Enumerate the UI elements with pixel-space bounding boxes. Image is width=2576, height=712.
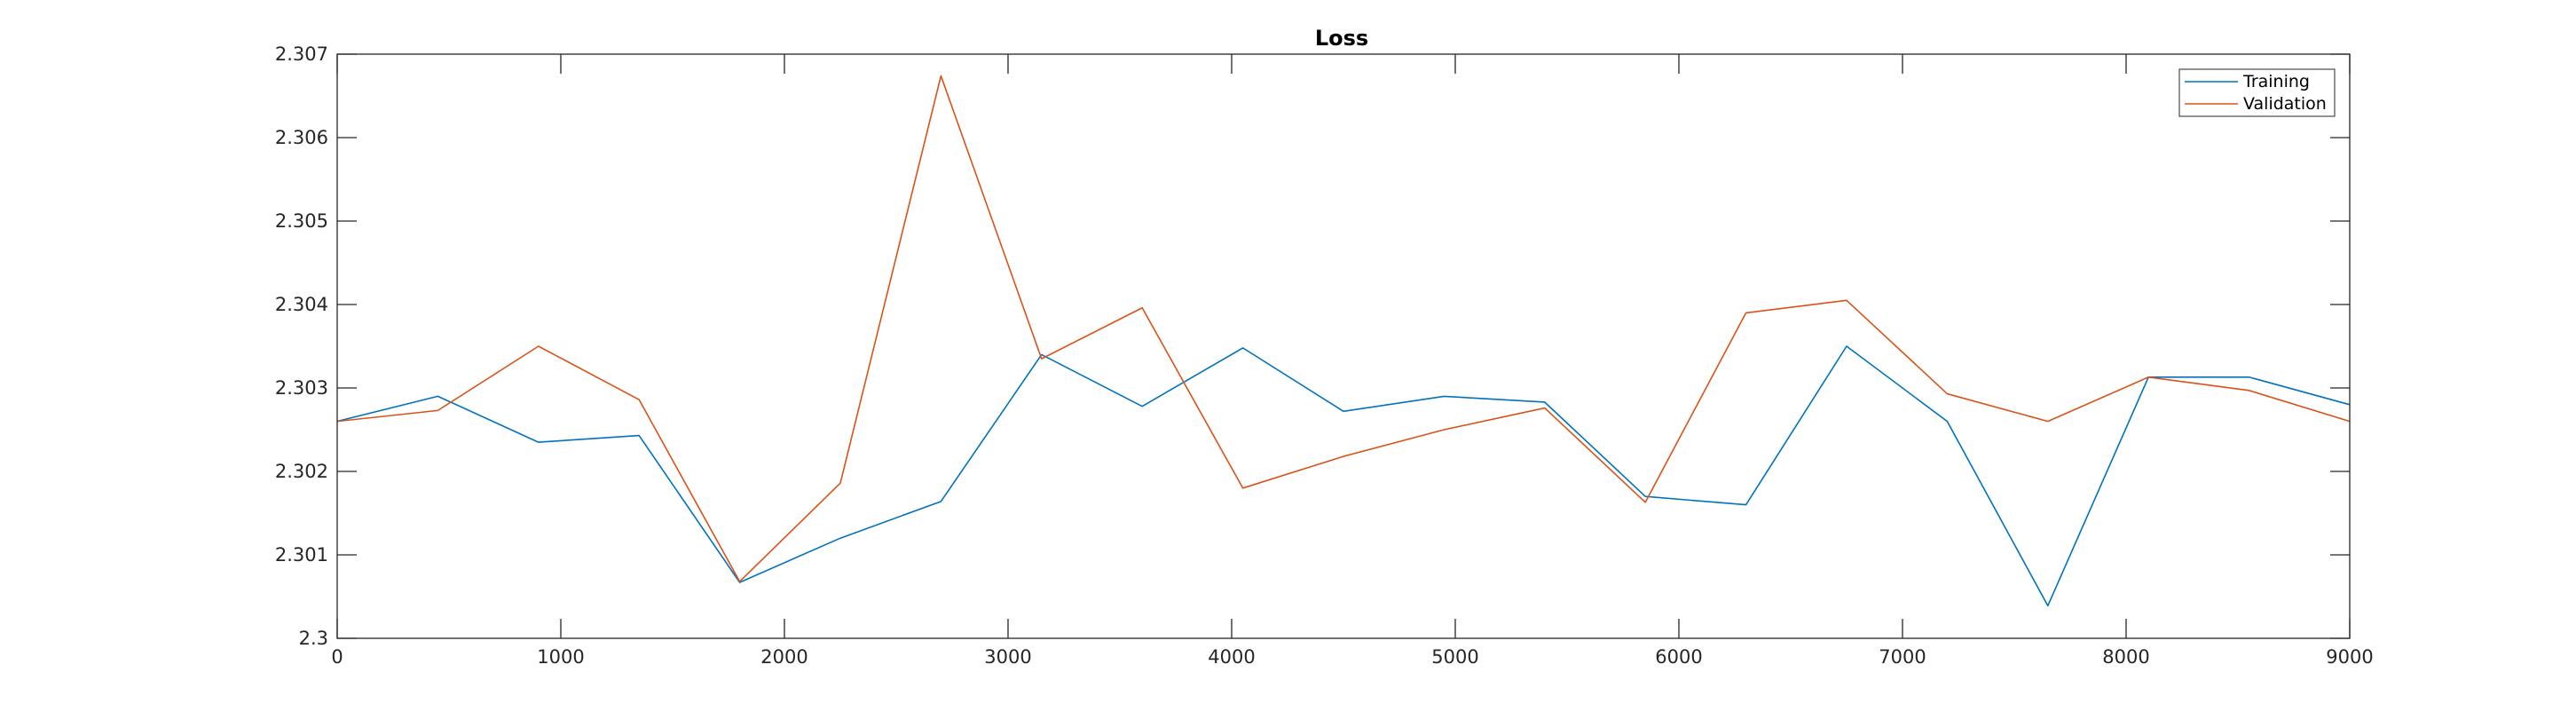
y-tick-label: 2.303 xyxy=(275,377,328,399)
x-tick-label: 3000 xyxy=(984,646,1031,668)
y-tick-label: 2.302 xyxy=(275,461,328,482)
legend-label-validation: Validation xyxy=(2243,94,2327,114)
x-tick-label: 4000 xyxy=(1208,646,1255,668)
legend-box xyxy=(2178,68,2336,117)
x-tick-label: 8000 xyxy=(2102,646,2149,668)
x-tick-label: 9000 xyxy=(2326,646,2373,668)
y-tick-label: 2.301 xyxy=(275,544,328,566)
x-tick-label: 6000 xyxy=(1655,646,1702,668)
axes-box xyxy=(336,53,2351,639)
chart-title: Loss xyxy=(1315,26,1368,51)
x-tick-label: 2000 xyxy=(760,646,807,668)
x-tick-label: 1000 xyxy=(537,646,584,668)
legend-label-training: Training xyxy=(2242,72,2310,91)
y-tick-label: 2.305 xyxy=(275,210,328,232)
x-tick-label: 5000 xyxy=(1431,646,1478,668)
tick-layer: 0 1000 2000 3000 4000 5000 6000 7000 8000 9000 2.3… xyxy=(275,44,2374,668)
y-tick-label: 2.304 xyxy=(275,294,328,315)
series-line-training xyxy=(336,345,2351,607)
y-tick-label: 2.307 xyxy=(275,44,328,65)
y-tick-label: 2.3 xyxy=(299,628,328,649)
y-tick-label: 2.306 xyxy=(275,127,328,148)
x-tick-label: 0 xyxy=(331,646,343,668)
series-layer xyxy=(336,75,2351,607)
legend: Training Validation xyxy=(2178,68,2336,117)
series-line-validation xyxy=(336,75,2351,582)
x-tick-label: 7000 xyxy=(1879,646,1926,668)
